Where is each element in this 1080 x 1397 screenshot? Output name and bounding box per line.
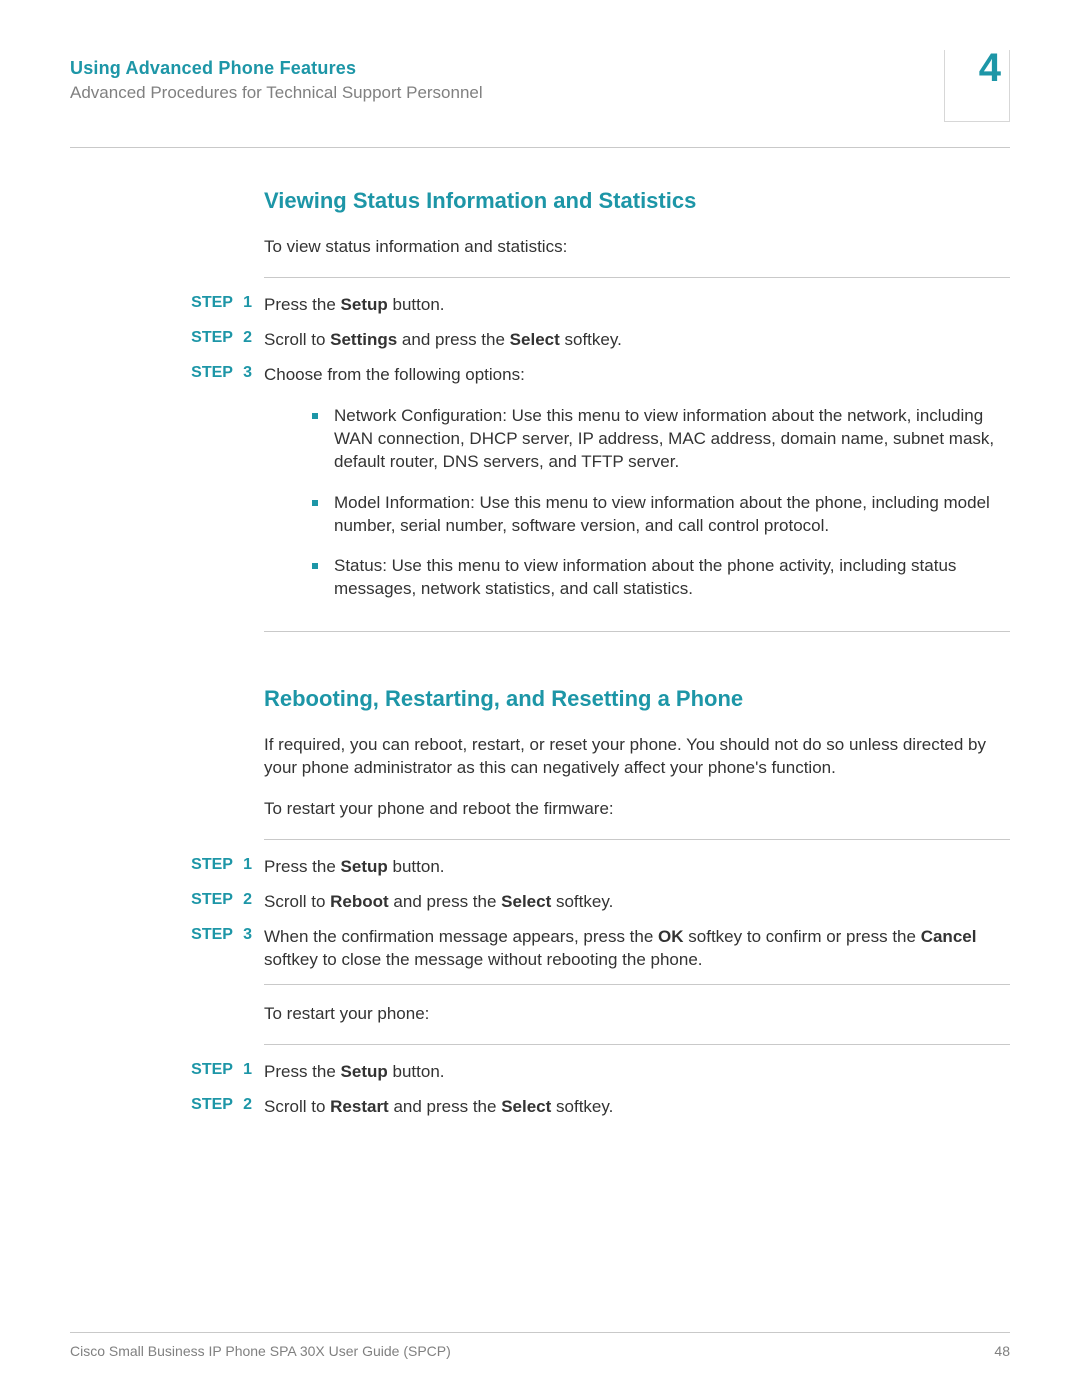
body-para: To restart your phone: bbox=[264, 1003, 1010, 1026]
page-footer: Cisco Small Business IP Phone SPA 30X Us… bbox=[70, 1332, 1010, 1359]
section-title: Rebooting, Restarting, and Resetting a P… bbox=[264, 686, 1010, 712]
footer-page-number: 48 bbox=[994, 1343, 1010, 1359]
step-label: STEP 1 bbox=[70, 856, 264, 874]
step-body: Press the Setup button. bbox=[264, 294, 1010, 317]
step-body: Press the Setup button. bbox=[264, 1061, 1010, 1084]
step-label: STEP 1 bbox=[70, 294, 264, 312]
chapter-title: Using Advanced Phone Features bbox=[70, 58, 1010, 79]
step: STEP 1 Press the Setup button. bbox=[70, 294, 1010, 317]
step-body: Press the Setup button. bbox=[264, 856, 1010, 879]
step: STEP 3 Choose from the following options… bbox=[70, 364, 1010, 620]
step-label: STEP 3 bbox=[70, 364, 264, 382]
step-body: Scroll to Reboot and press the Select so… bbox=[264, 891, 1010, 914]
bullet-item: Status: Use this menu to view informatio… bbox=[312, 555, 1010, 601]
step: STEP 1 Press the Setup button. bbox=[70, 1061, 1010, 1084]
steps-list: STEP 1 Press the Setup button. STEP 2 Sc… bbox=[70, 294, 1010, 619]
bullet-item: Model Information: Use this menu to view… bbox=[312, 492, 1010, 538]
chapter-subtitle: Advanced Procedures for Technical Suppor… bbox=[70, 83, 1010, 103]
step-body: When the confirmation message appears, p… bbox=[264, 926, 1010, 972]
intro-para: To view status information and statistic… bbox=[264, 236, 1010, 259]
step-label: STEP 1 bbox=[70, 1061, 264, 1079]
content: Viewing Status Information and Statistic… bbox=[70, 148, 1010, 1119]
bullet-list: Network Configuration: Use this menu to … bbox=[312, 405, 1010, 602]
step-label: STEP 2 bbox=[70, 1096, 264, 1114]
rule bbox=[264, 984, 1010, 985]
body-para: To restart your phone and reboot the fir… bbox=[264, 798, 1010, 821]
step-label: STEP 2 bbox=[70, 329, 264, 347]
page-header: Using Advanced Phone Features Advanced P… bbox=[70, 58, 1010, 148]
chapter-number: 4 bbox=[945, 48, 1009, 88]
chapter-number-box: 4 bbox=[944, 50, 1010, 122]
rule bbox=[264, 277, 1010, 278]
step: STEP 3 When the confirmation message app… bbox=[70, 926, 1010, 972]
steps-list: STEP 1 Press the Setup button. STEP 2 Sc… bbox=[70, 856, 1010, 972]
rule bbox=[264, 1044, 1010, 1045]
step: STEP 1 Press the Setup button. bbox=[70, 856, 1010, 879]
step-body: Scroll to Restart and press the Select s… bbox=[264, 1096, 1010, 1119]
step: STEP 2 Scroll to Restart and press the S… bbox=[70, 1096, 1010, 1119]
step-body: Scroll to Settings and press the Select … bbox=[264, 329, 1010, 352]
steps-list: STEP 1 Press the Setup button. STEP 2 Sc… bbox=[70, 1061, 1010, 1119]
footer-left: Cisco Small Business IP Phone SPA 30X Us… bbox=[70, 1343, 451, 1359]
bullet-item: Network Configuration: Use this menu to … bbox=[312, 405, 1010, 474]
step-label: STEP 3 bbox=[70, 926, 264, 944]
page: Using Advanced Phone Features Advanced P… bbox=[0, 0, 1080, 1119]
rule bbox=[264, 631, 1010, 632]
step: STEP 2 Scroll to Reboot and press the Se… bbox=[70, 891, 1010, 914]
step: STEP 2 Scroll to Settings and press the … bbox=[70, 329, 1010, 352]
step-label: STEP 2 bbox=[70, 891, 264, 909]
section-title: Viewing Status Information and Statistic… bbox=[264, 188, 1010, 214]
step-body: Choose from the following options: Netwo… bbox=[264, 364, 1010, 620]
rule bbox=[264, 839, 1010, 840]
body-para: If required, you can reboot, restart, or… bbox=[264, 734, 1010, 780]
